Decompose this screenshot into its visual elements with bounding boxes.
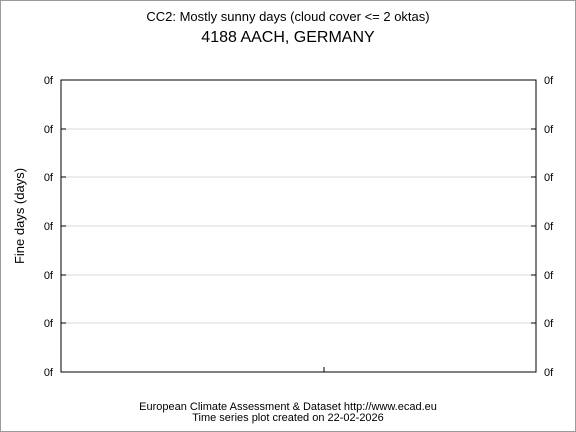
y-tick-label-left: 0f [44,367,54,379]
chart-subtitle: 4188 AACH, GERMANY [201,29,375,46]
y-tick-label-right: 0f [544,221,554,233]
y-axis-label: Fine days (days) [12,168,27,264]
chart-title: CC2: Mostly sunny days (cloud cover <= 2… [146,9,429,24]
y-tick-label-left: 0f [44,75,54,87]
y-tick-label-right: 0f [544,75,554,87]
y-tick-label-left: 0f [44,124,54,136]
y-tick-label-left: 0f [44,270,54,282]
y-tick-label-left: 0f [44,172,54,184]
footer-source: European Climate Assessment & Dataset ht… [139,401,437,413]
y-axis-left: 0f 0f 0f 0f 0f 0f 0f [44,75,66,379]
y-tick-label-right: 0f [544,367,554,379]
y-tick-label-left: 0f [44,318,54,330]
y-tick-label-right: 0f [544,318,554,330]
y-tick-label-left: 0f [44,221,54,233]
grid-lines [61,128,536,324]
y-tick-label-right: 0f [544,270,554,282]
y-tick-label-right: 0f [544,172,554,184]
footer-created: Time series plot created on 22-02-2026 [192,412,384,424]
y-tick-label-right: 0f [544,124,554,136]
y-axis-right: 0f 0f 0f 0f 0f 0f 0f [531,75,554,379]
